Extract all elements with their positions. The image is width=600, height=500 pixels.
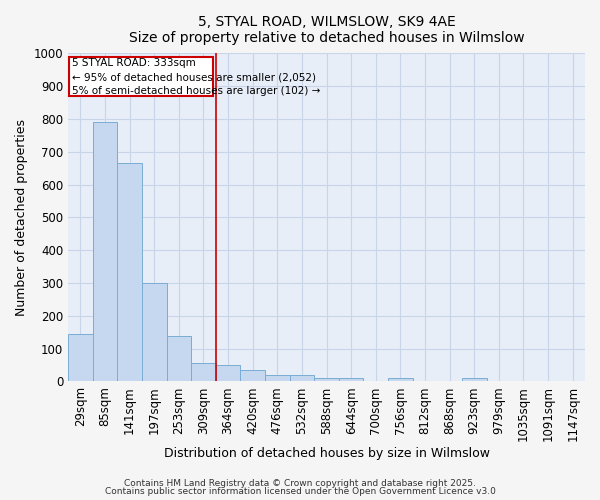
Text: 5 STYAL ROAD: 333sqm
← 95% of detached houses are smaller (2,052)
5% of semi-det: 5 STYAL ROAD: 333sqm ← 95% of detached h… [72, 58, 320, 96]
Bar [92, 122, 117, 382]
Bar [388, 378, 413, 382]
Bar [290, 375, 314, 382]
Text: Contains HM Land Registry data © Crown copyright and database right 2025.: Contains HM Land Registry data © Crown c… [124, 478, 476, 488]
Bar [142, 283, 167, 382]
Bar [339, 378, 364, 382]
Bar [191, 363, 216, 382]
Bar [265, 375, 290, 382]
Bar [216, 365, 241, 382]
Bar [314, 378, 339, 382]
Bar [241, 370, 265, 382]
Title: 5, STYAL ROAD, WILMSLOW, SK9 4AE
Size of property relative to detached houses in: 5, STYAL ROAD, WILMSLOW, SK9 4AE Size of… [129, 15, 524, 45]
Bar [69, 56, 213, 96]
Bar [167, 336, 191, 382]
Y-axis label: Number of detached properties: Number of detached properties [15, 119, 28, 316]
X-axis label: Distribution of detached houses by size in Wilmslow: Distribution of detached houses by size … [164, 447, 490, 460]
Bar [462, 378, 487, 382]
Bar [117, 163, 142, 382]
Text: Contains public sector information licensed under the Open Government Licence v3: Contains public sector information licen… [104, 487, 496, 496]
Bar [68, 334, 92, 382]
